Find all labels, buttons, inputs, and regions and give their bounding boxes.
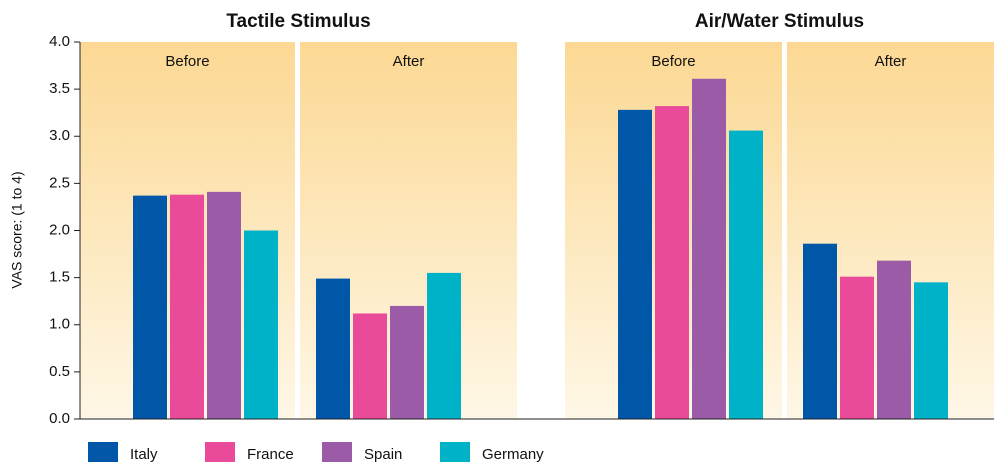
legend-swatch [322,442,352,462]
bar [729,130,763,419]
bar [655,106,689,419]
bar [316,278,350,419]
y-tick-label: 1.0 [49,316,70,333]
legend-swatch [440,442,470,462]
legend-label: France [247,446,294,463]
y-tick-label: 0.0 [49,410,70,427]
bar [877,260,911,419]
bar [803,243,837,419]
group-label: Before [165,53,209,70]
bar [914,282,948,419]
y-tick-label: 2.0 [49,221,70,238]
legend-label: Spain [364,446,402,463]
y-tick-label: 3.5 [49,80,70,97]
legend-swatch [88,442,118,462]
bar [390,305,424,419]
y-axis-label: VAS score: (1 to 4) [9,171,25,288]
bar [207,191,241,419]
legend-label: Germany [482,446,544,463]
group-label: After [875,53,907,70]
bar [618,109,652,420]
legend-swatch [205,442,235,462]
bar [692,78,726,419]
group-label: Before [651,53,695,70]
y-tick-label: 4.0 [49,33,70,50]
panel-title: Air/Water Stimulus [695,11,864,32]
y-tick-label: 3.0 [49,127,70,144]
bar [840,276,874,419]
bar [244,230,278,419]
bar [133,195,167,419]
y-tick-label: 0.5 [49,363,70,380]
panel-title: Tactile Stimulus [226,11,370,32]
bar [170,194,204,419]
group-label: After [393,53,425,70]
bar [353,313,387,419]
y-tick-label: 2.5 [49,174,70,191]
y-tick-label: 1.5 [49,269,70,286]
bar [427,272,461,419]
legend-label: Italy [130,446,158,463]
